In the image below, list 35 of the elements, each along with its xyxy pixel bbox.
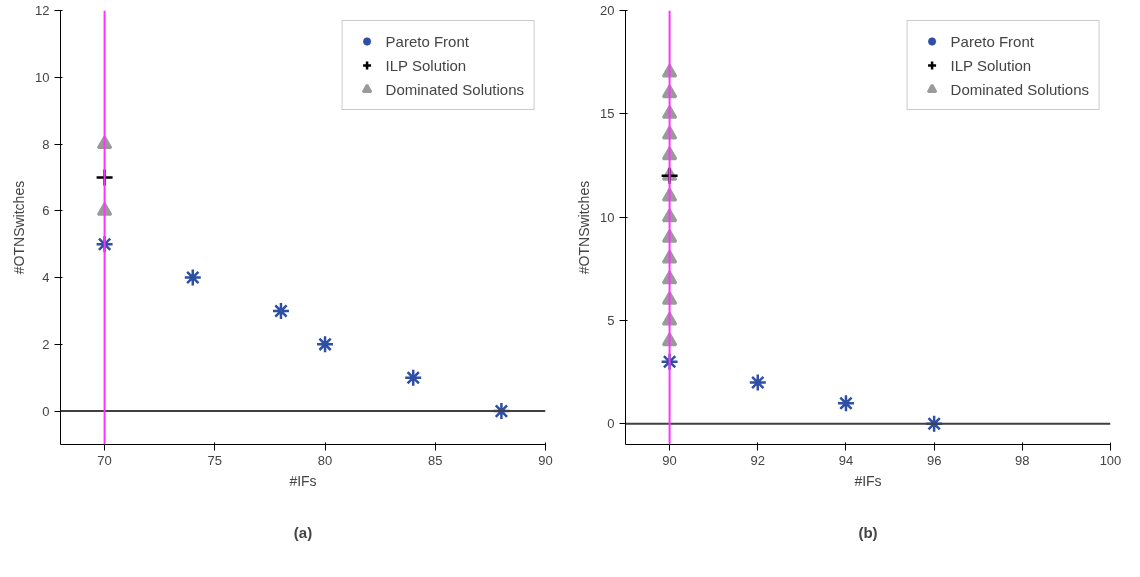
legend-label: ILP Solution	[950, 56, 1032, 74]
x-axis-title: #IFs	[854, 472, 882, 489]
x-tick-label: 70	[97, 452, 112, 468]
y-tick-label: 6	[42, 203, 50, 219]
y-tick-label: 12	[35, 3, 50, 18]
y-tick-label: 10	[35, 69, 50, 85]
x-tick-label: 98	[1015, 452, 1030, 468]
x-tick-label: 75	[207, 452, 223, 468]
y-tick-label: 20	[600, 3, 615, 18]
legend-label: ILP Solution	[385, 56, 467, 74]
y-axis-title: #OTNSwitches	[576, 180, 593, 275]
x-tick-label: 96	[926, 452, 942, 468]
y-axis-title: #OTNSwitches	[11, 180, 28, 275]
x-tick-label: 80	[317, 452, 333, 468]
legend-label: Pareto Front	[385, 32, 469, 50]
x-axis-title: #IFs	[289, 472, 317, 489]
x-tick-label: 90	[662, 452, 677, 468]
x-tick-label: 94	[838, 452, 854, 468]
y-tick-label: 10	[600, 209, 615, 225]
y-tick-label: 8	[42, 136, 50, 152]
legend-label: Pareto Front	[950, 32, 1034, 50]
y-tick-label: 15	[600, 106, 615, 122]
x-tick-label: 85	[428, 452, 443, 468]
legend-label: Dominated Solutions	[385, 80, 524, 98]
y-tick-label: 4	[42, 270, 50, 286]
x-tick-label: 100	[1099, 452, 1122, 468]
y-tick-label: 2	[42, 336, 50, 352]
y-tick-label: 0	[42, 403, 50, 419]
x-tick-label: 90	[538, 452, 553, 468]
x-tick-label: 92	[750, 452, 766, 468]
text: (a)	[293, 523, 313, 541]
legend-label: Dominated Solutions	[950, 80, 1089, 98]
text: (b)	[858, 523, 878, 541]
y-tick-label: 0	[607, 416, 615, 432]
y-tick-label: 5	[607, 313, 615, 328]
